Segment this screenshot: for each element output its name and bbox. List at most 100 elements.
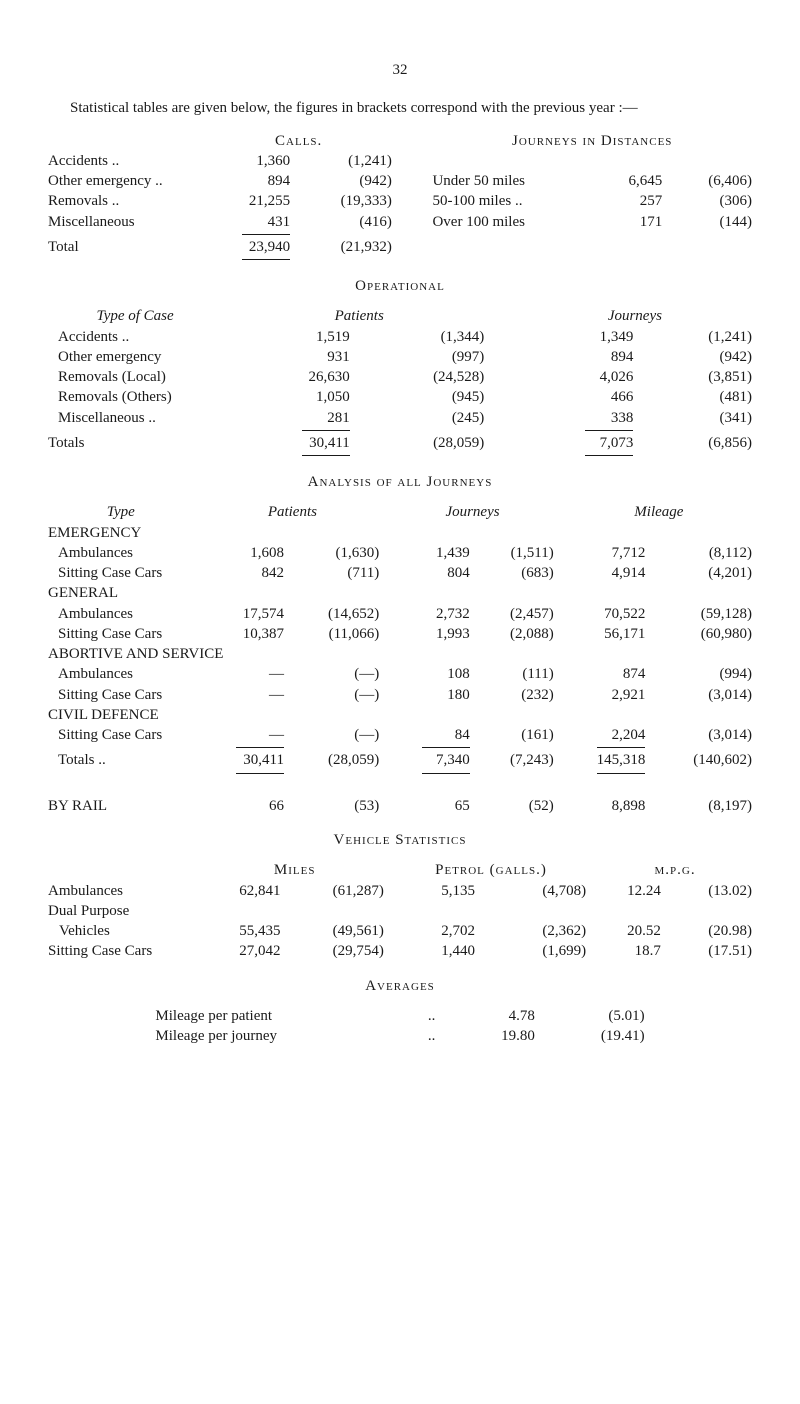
an-label: Sitting Case Cars <box>42 685 200 705</box>
an-label: Sitting Case Cars <box>42 563 200 583</box>
veh-gprev <box>667 901 758 921</box>
veh-row: Vehicles55,435(49,561)2,702(2,362)20.52(… <box>42 921 758 941</box>
veh-label: Dual Purpose <box>42 901 200 921</box>
op-val: 26,630 <box>228 367 356 387</box>
op-total-row: Totals30,411(28,059)7,073(6,856) <box>42 433 758 453</box>
op-jtotal-prev: (6,856) <box>639 433 758 453</box>
avg-val: 4.78 <box>451 1006 541 1026</box>
veh-label: Ambulances <box>42 881 200 901</box>
op-type-hdr: Type of Case <box>42 306 228 326</box>
an-jval: 84 <box>385 725 475 745</box>
an-jval: 180 <box>385 685 475 705</box>
an-jprev: (2,457) <box>476 604 560 624</box>
veh-gval: 18.7 <box>592 941 667 961</box>
an-label: Sitting Case Cars <box>42 624 200 644</box>
op-label: Miscellaneous .. <box>42 408 228 428</box>
vehicle-heading: Vehicle Statistics <box>42 830 758 850</box>
an-total: 30,411 <box>200 750 290 770</box>
veh-val <box>200 901 287 921</box>
an-group: CIVIL DEFENCE <box>42 705 758 725</box>
vehicle-table: Miles Petrol (galls.) m.p.g. Ambulances6… <box>42 860 758 961</box>
dist-label: 50-100 miles .. <box>426 191 594 211</box>
veh-prev <box>287 901 390 921</box>
op-journeys-hdr: Journeys <box>512 306 758 326</box>
an-mprev: (60,980) <box>651 624 758 644</box>
op-val: 281 <box>228 408 356 428</box>
calls-prev: (1,241) <box>296 151 398 171</box>
an-total-row: Totals ..30,411(28,059)7,340(7,243)145,3… <box>42 750 758 770</box>
avg-row: Mileage per patient..4.78(5.01) <box>149 1006 650 1026</box>
an-jprev: (1,511) <box>476 543 560 563</box>
op-jprev: (3,851) <box>639 367 758 387</box>
op-row: Miscellaneous ..281(245)338(341) <box>42 408 758 428</box>
avg-prev: (5.01) <box>541 1006 651 1026</box>
veh-prev: (29,754) <box>287 941 390 961</box>
an-mval: 2,204 <box>560 725 652 745</box>
an-mtotal-prev: (140,602) <box>651 750 758 770</box>
analysis-table: Type Patients Journeys Mileage EMERGENCY… <box>42 502 758 816</box>
an-label: Ambulances <box>42 543 200 563</box>
an-val: 1,608 <box>200 543 290 563</box>
an-row: Sitting Case Cars—(—)84(161)2,204(3,014) <box>42 725 758 745</box>
an-group: EMERGENCY <box>42 523 758 543</box>
an-jprev: (683) <box>476 563 560 583</box>
an-mprev: (8,197) <box>651 796 758 816</box>
calls-prev: (942) <box>296 171 398 191</box>
an-mval: 56,171 <box>560 624 652 644</box>
journeys-dist-heading: Journeys in Distances <box>426 131 758 151</box>
an-jval: 65 <box>385 796 475 816</box>
an-row: Ambulances—(—)108(111)874(994) <box>42 664 758 684</box>
an-row: Ambulances17,574(14,652)2,732(2,457)70,5… <box>42 604 758 624</box>
avg-row: Mileage per journey..19.80(19.41) <box>149 1026 650 1046</box>
an-mtotal: 145,318 <box>560 750 652 770</box>
op-jval: 1,349 <box>512 327 640 347</box>
veh-miles-hdr: Miles <box>200 860 390 880</box>
veh-row: Dual Purpose <box>42 901 758 921</box>
an-jval: 804 <box>385 563 475 583</box>
an-group: ABORTIVE AND SERVICE <box>42 644 758 664</box>
dist-label: Under 50 miles <box>426 171 594 191</box>
an-patients-hdr: Patients <box>200 502 386 522</box>
an-mval: 4,914 <box>560 563 652 583</box>
dist-prev: (144) <box>668 212 758 232</box>
avg-label: Mileage per journey <box>149 1026 412 1046</box>
page-number: 32 <box>42 60 758 80</box>
veh-pval <box>390 901 481 921</box>
op-jval: 338 <box>512 408 640 428</box>
op-jval: 466 <box>512 387 640 407</box>
an-journeys-hdr: Journeys <box>385 502 559 522</box>
an-mprev: (3,014) <box>651 725 758 745</box>
operational-table: Type of Case Patients Journeys Accidents… <box>42 306 758 458</box>
op-prev: (24,528) <box>356 367 491 387</box>
calls-total-prev: (21,932) <box>296 237 398 257</box>
calls-total-row: Total 23,940 (21,932) <box>42 237 758 257</box>
an-prev: (—) <box>290 664 385 684</box>
calls-prev: (416) <box>296 212 398 232</box>
an-label: Ambulances <box>42 604 200 624</box>
op-jval: 4,026 <box>512 367 640 387</box>
avg-label: Mileage per patient <box>149 1006 412 1026</box>
calls-label: Miscellaneous <box>42 212 200 232</box>
an-mval: 874 <box>560 664 652 684</box>
an-val: 17,574 <box>200 604 290 624</box>
an-row: Sitting Case Cars—(—)180(232)2,921(3,014… <box>42 685 758 705</box>
op-jprev: (942) <box>639 347 758 367</box>
op-row: Accidents ..1,519(1,344)1,349(1,241) <box>42 327 758 347</box>
an-mval: 2,921 <box>560 685 652 705</box>
operational-heading: Operational <box>42 276 758 296</box>
veh-prev: (49,561) <box>287 921 390 941</box>
calls-prev: (19,333) <box>296 191 398 211</box>
veh-pprev <box>481 901 592 921</box>
calls-row: Miscellaneous 431 (416) Over 100 miles 1… <box>42 212 758 232</box>
calls-label: Other emergency .. <box>42 171 200 191</box>
calls-total: 23,940 <box>200 237 297 257</box>
an-row: Sitting Case Cars842(711)804(683)4,914(4… <box>42 563 758 583</box>
dist-val: 6,645 <box>595 171 669 191</box>
veh-val: 27,042 <box>200 941 287 961</box>
an-prev: (53) <box>290 796 385 816</box>
an-jprev: (161) <box>476 725 560 745</box>
op-prev: (997) <box>356 347 491 367</box>
veh-gval: 12.24 <box>592 881 667 901</box>
veh-label: Sitting Case Cars <box>42 941 200 961</box>
an-prev: (711) <box>290 563 385 583</box>
